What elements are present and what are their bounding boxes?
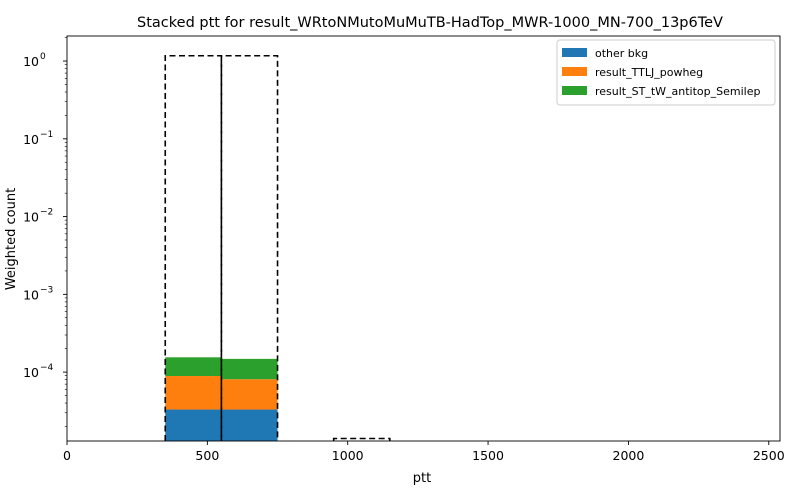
x-tick-label-5: 2000	[613, 448, 645, 463]
x-tick-label-1: 0	[63, 448, 71, 463]
chart-title: Stacked ptt for result_WRtoNMutoMuMuTB-H…	[137, 15, 723, 31]
y-tick-label-5: 10	[23, 54, 39, 69]
signal-outline-bin-3	[332, 437, 391, 441]
y-tick-label-3: 10	[23, 210, 39, 225]
signal-outline-bin-1	[164, 54, 223, 441]
y-tick-exponent-4: −1	[40, 130, 53, 140]
x-axis-label: ptt	[413, 471, 431, 486]
x-tick-label-4: 1500	[472, 448, 504, 463]
signal-outline-bin-2	[220, 54, 279, 441]
y-tick-exponent-5: 0	[40, 52, 46, 62]
y-tick-exponent-2: −3	[40, 285, 53, 295]
plot-area	[164, 54, 391, 441]
bar-segment-2-bin-1	[165, 376, 222, 410]
bar-segment-3-bin-1	[165, 357, 222, 377]
legend: other bkg result_TTLJ_powheg result_ST_tW_…	[556, 39, 776, 106]
axes-frame	[66, 35, 781, 442]
legend-swatch-2	[562, 67, 587, 76]
y-tick-label-4: 10	[23, 132, 39, 147]
legend-label-3: result_ST_tW_antitop_Semilep	[595, 85, 760, 98]
legend-swatch-1	[562, 48, 587, 57]
bar-segment-2-bin-2	[221, 379, 278, 410]
y-axis-label: Weighted count	[4, 188, 19, 290]
x-tick-label-2: 500	[195, 448, 219, 463]
x-tick-label-6: 2500	[753, 448, 785, 463]
y-tick-exponent-3: −2	[40, 208, 53, 218]
bar-segment-3-bin-2	[221, 358, 278, 380]
x-axis: 0 500 1000 1500 2000 2500	[63, 441, 785, 463]
legend-swatch-3	[562, 86, 587, 95]
bar-segment-1-bin-2	[221, 409, 278, 441]
bar-segment-1-bin-1	[165, 409, 222, 441]
legend-box	[556, 39, 776, 106]
y-tick-label-1: 10	[23, 365, 39, 380]
y-tick-label-2: 10	[23, 287, 39, 302]
legend-label-1: other bkg	[595, 47, 648, 60]
x-tick-label-3: 1000	[332, 448, 364, 463]
y-tick-exponent-1: −4	[40, 363, 54, 373]
legend-label-2: result_TTLJ_powheg	[595, 66, 703, 79]
